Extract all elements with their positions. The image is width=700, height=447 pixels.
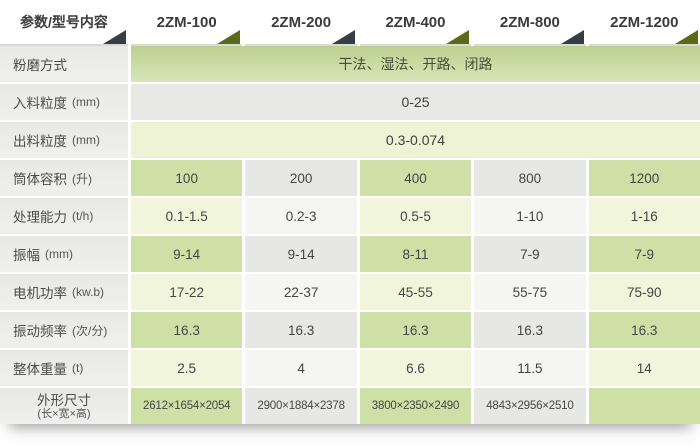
model-name: 2ZM-800 bbox=[499, 13, 560, 31]
row-label-discharge-size: 出料粒度 (mm) bbox=[0, 122, 128, 158]
row-label-total-weight: 整体重量 (t) bbox=[0, 350, 128, 386]
header-param-text: 参数/型号内容 bbox=[20, 14, 108, 30]
row-label-cylinder-volume: 筒体容积 (升) bbox=[0, 160, 128, 196]
spec-table: 参数/型号内容 2ZM-100 2ZM-200 2ZM-400 2ZM-800 … bbox=[0, 0, 700, 424]
header-model-2zm-100: 2ZM-100 bbox=[131, 0, 243, 44]
corner-triangle-green-icon bbox=[446, 30, 470, 44]
cell-volume-2zm-200: 200 bbox=[245, 160, 357, 196]
corner-triangle-green-icon bbox=[675, 30, 698, 44]
value-grinding-method: 干法、湿法、开路、闭路 bbox=[131, 46, 700, 82]
header-model-2zm-400: 2ZM-400 bbox=[359, 0, 472, 44]
cell-amplitude-2zm-200: 9-14 bbox=[245, 236, 357, 272]
row-label-feed-size: 入料粒度 (mm) bbox=[0, 84, 128, 120]
cell-frequency-2zm-1200: 16.3 bbox=[588, 312, 700, 348]
cell-volume-2zm-1200: 1200 bbox=[588, 160, 700, 196]
cell-amplitude-2zm-1200: 7-9 bbox=[588, 236, 700, 272]
row-label-vibration-frequency: 振动频率 (次/分) bbox=[0, 312, 128, 348]
row-label-dimensions: 外形尺寸 (长×宽×高) bbox=[0, 388, 128, 424]
header-model-2zm-1200: 2ZM-1200 bbox=[588, 0, 700, 44]
cell-dimensions-2zm-400: 3800×2350×2490 bbox=[359, 388, 472, 424]
cell-power-2zm-1200: 75-90 bbox=[588, 274, 700, 310]
cell-dimensions-2zm-200: 2900×1884×2378 bbox=[245, 388, 357, 424]
cell-capacity-2zm-800: 1-10 bbox=[474, 198, 586, 234]
cell-volume-2zm-100: 100 bbox=[131, 160, 243, 196]
cell-power-2zm-400: 45-55 bbox=[359, 274, 472, 310]
cell-frequency-2zm-800: 16.3 bbox=[474, 312, 586, 348]
cell-power-2zm-200: 22-37 bbox=[245, 274, 357, 310]
cell-power-2zm-800: 55-75 bbox=[474, 274, 586, 310]
cell-volume-2zm-400: 400 bbox=[359, 160, 472, 196]
cell-dimensions-2zm-100: 2612×1654×2054 bbox=[131, 388, 243, 424]
row-label-amplitude: 振幅 (mm) bbox=[0, 236, 128, 272]
value-feed-size: 0-25 bbox=[131, 84, 700, 120]
cell-amplitude-2zm-400: 8-11 bbox=[359, 236, 472, 272]
row-label-motor-power: 电机功率 (kw.b) bbox=[0, 274, 128, 310]
corner-triangle-dark-icon bbox=[560, 30, 584, 44]
cell-weight-2zm-200: 4 bbox=[245, 350, 357, 386]
model-name: 2ZM-100 bbox=[156, 13, 217, 31]
cell-volume-2zm-800: 800 bbox=[474, 160, 586, 196]
header-param-label: 参数/型号内容 bbox=[0, 0, 128, 44]
cell-frequency-2zm-100: 16.3 bbox=[131, 312, 243, 348]
cell-weight-2zm-800: 11.5 bbox=[474, 350, 586, 386]
cell-weight-2zm-400: 6.6 bbox=[359, 350, 472, 386]
cell-weight-2zm-100: 2.5 bbox=[131, 350, 243, 386]
cell-capacity-2zm-1200: 1-16 bbox=[588, 198, 700, 234]
cell-dimensions-2zm-800: 4843×2956×2510 bbox=[474, 388, 586, 424]
cell-dimensions-2zm-1200 bbox=[588, 388, 700, 424]
header-model-2zm-800: 2ZM-800 bbox=[474, 0, 586, 44]
header-model-2zm-200: 2ZM-200 bbox=[245, 0, 357, 44]
model-name: 2ZM-400 bbox=[385, 13, 446, 31]
row-label-grinding-method: 粉磨方式 bbox=[0, 46, 128, 82]
cell-power-2zm-100: 17-22 bbox=[131, 274, 243, 310]
corner-triangle-dark-icon bbox=[103, 30, 126, 44]
cell-amplitude-2zm-800: 7-9 bbox=[474, 236, 586, 272]
cell-frequency-2zm-400: 16.3 bbox=[359, 312, 472, 348]
cell-amplitude-2zm-100: 9-14 bbox=[131, 236, 243, 272]
row-label-capacity: 处理能力 (t/h) bbox=[0, 198, 128, 234]
cell-frequency-2zm-200: 16.3 bbox=[245, 312, 357, 348]
model-name: 2ZM-1200 bbox=[610, 13, 679, 31]
value-discharge-size: 0.3-0.074 bbox=[131, 122, 700, 158]
corner-triangle-green-icon bbox=[217, 30, 241, 44]
model-name: 2ZM-200 bbox=[271, 13, 332, 31]
cell-capacity-2zm-400: 0.5-5 bbox=[359, 198, 472, 234]
cell-capacity-2zm-100: 0.1-1.5 bbox=[131, 198, 243, 234]
cell-capacity-2zm-200: 0.2-3 bbox=[245, 198, 357, 234]
corner-triangle-dark-icon bbox=[331, 30, 355, 44]
cell-weight-2zm-1200: 14 bbox=[588, 350, 700, 386]
